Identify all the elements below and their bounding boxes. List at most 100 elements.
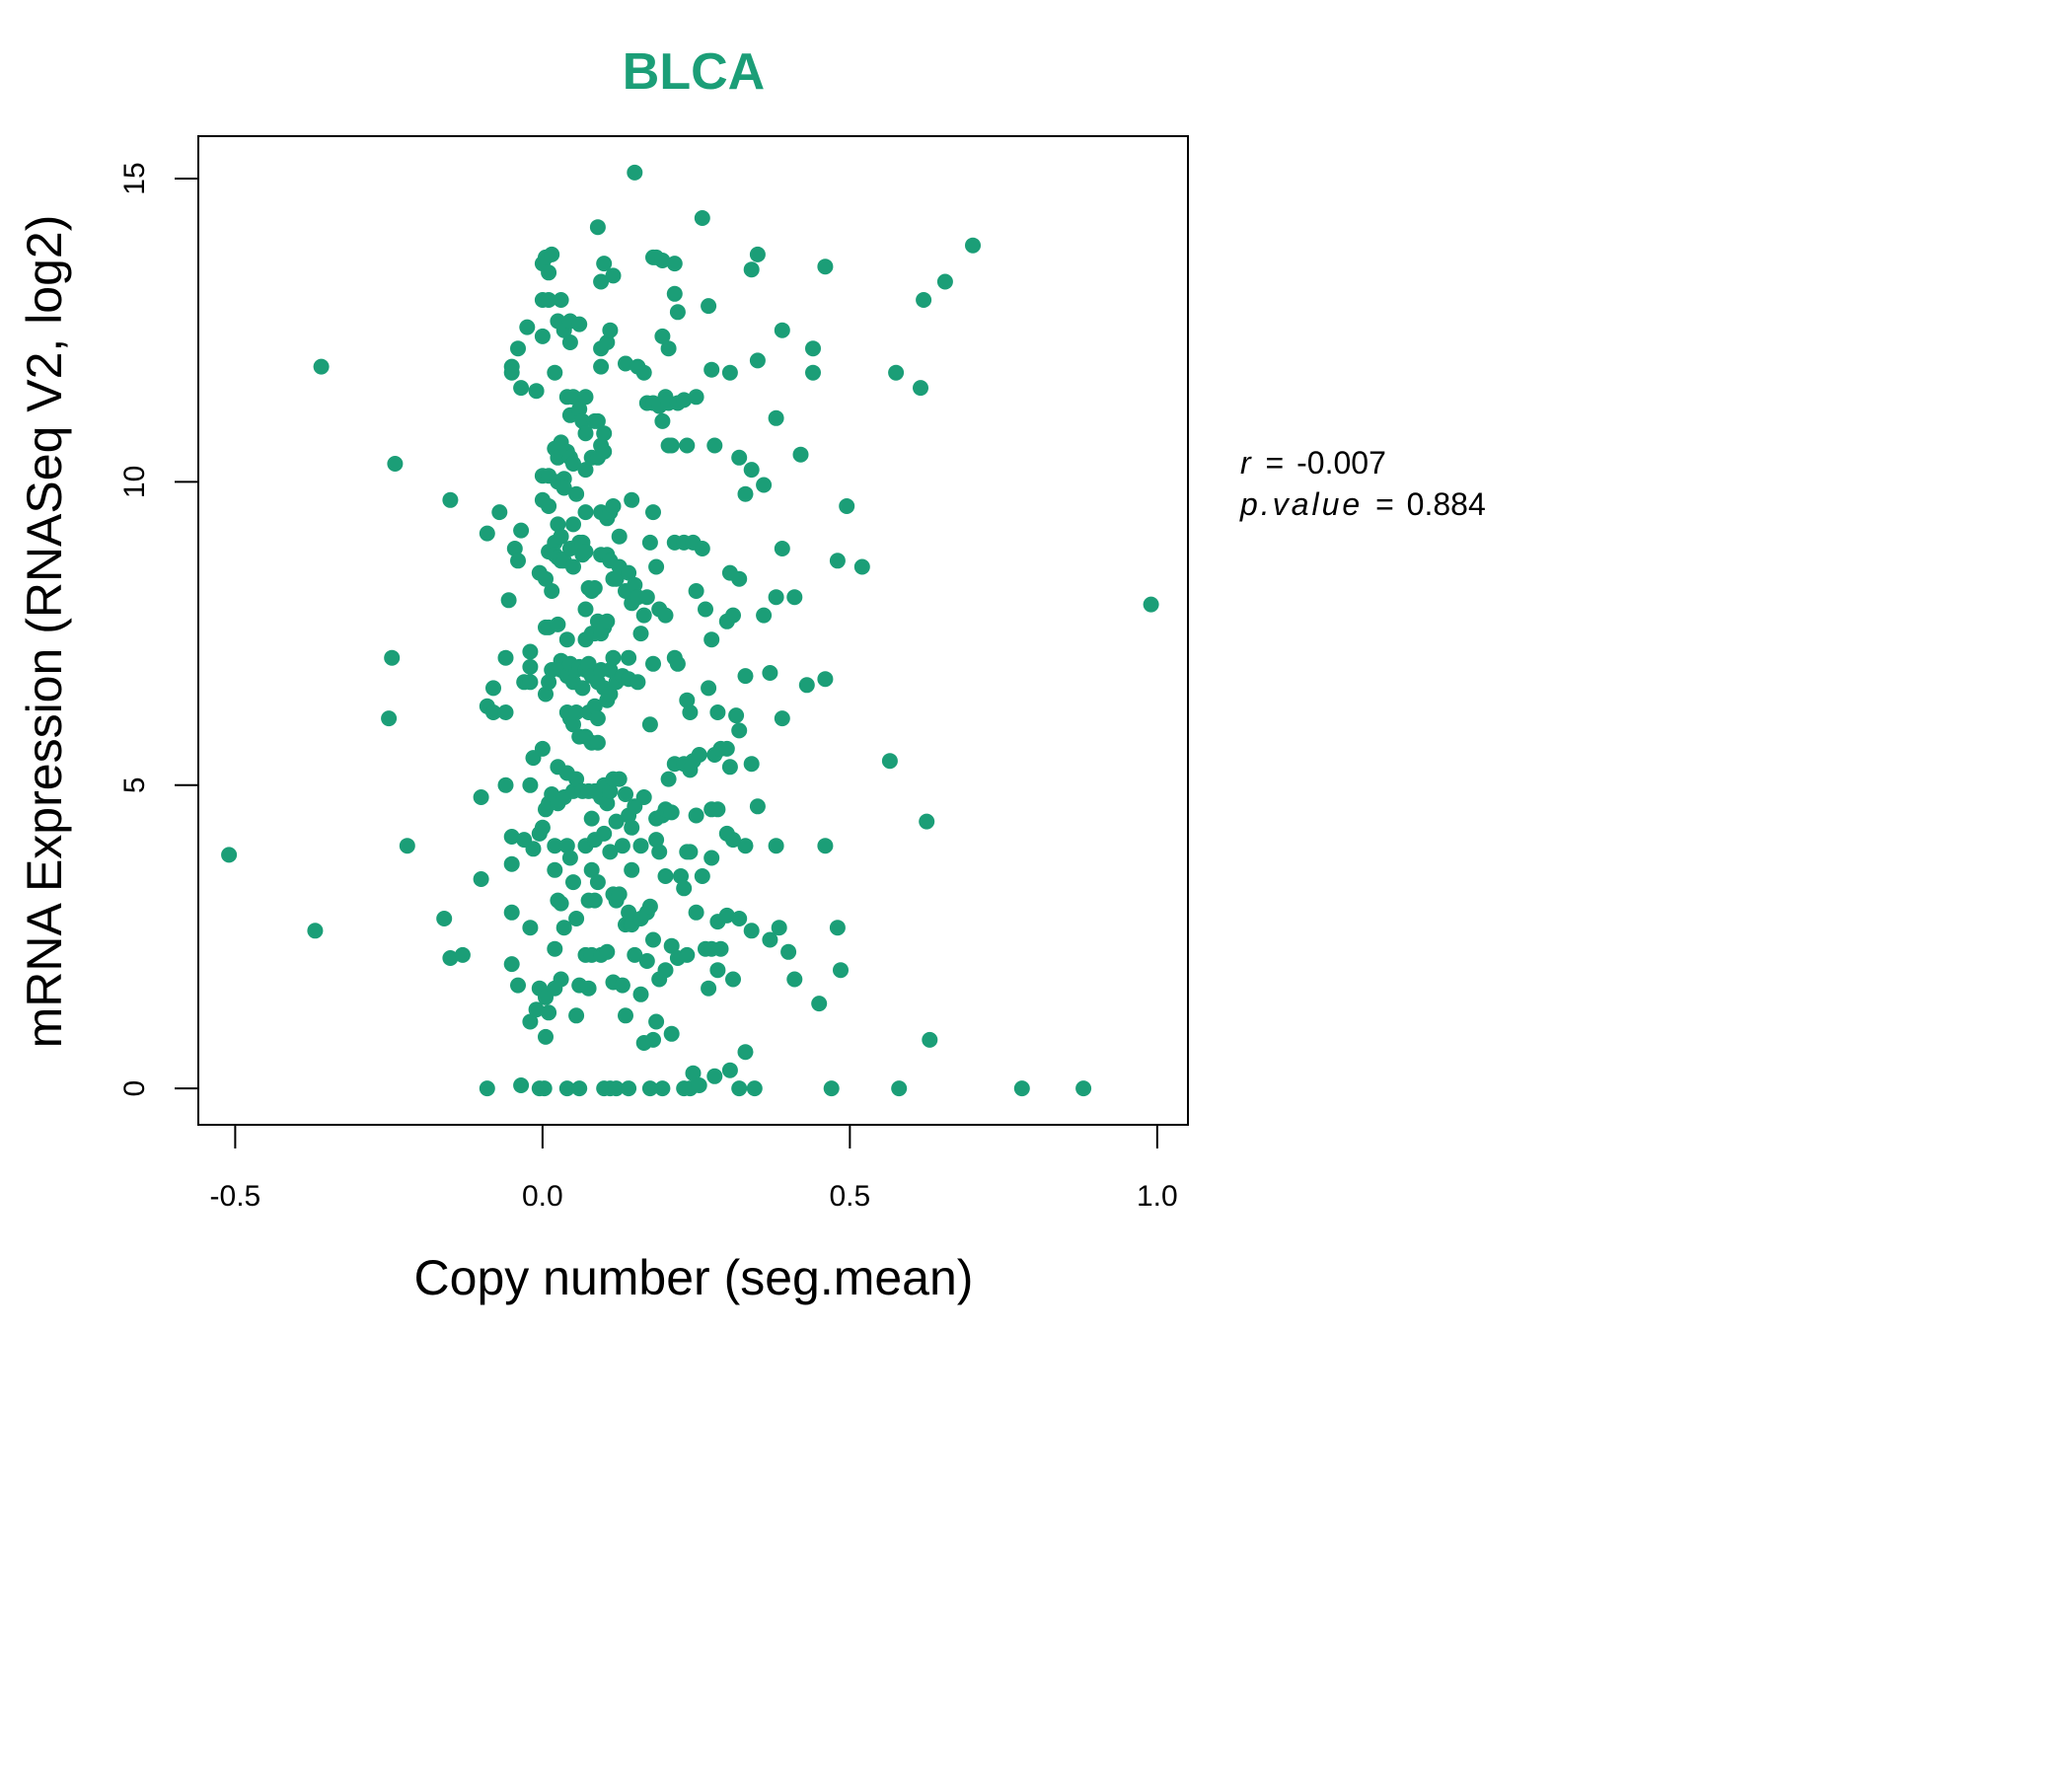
data-point xyxy=(645,1031,661,1048)
x-tick-label: -0.5 xyxy=(210,1180,261,1213)
data-point xyxy=(645,931,661,948)
data-point xyxy=(555,920,572,936)
data-point xyxy=(384,649,401,666)
data-point xyxy=(608,570,625,587)
data-point xyxy=(731,1080,748,1097)
data-point xyxy=(919,813,935,830)
data-point xyxy=(550,516,566,533)
data-point xyxy=(663,1025,680,1042)
data-point xyxy=(608,1080,625,1097)
data-point xyxy=(399,838,415,854)
data-point xyxy=(737,838,754,854)
data-point xyxy=(688,389,704,406)
data-point xyxy=(577,425,594,442)
data-point xyxy=(602,662,619,678)
data-point xyxy=(624,819,640,836)
data-point xyxy=(660,771,677,787)
data-point xyxy=(774,541,790,556)
data-point xyxy=(737,485,754,502)
data-point xyxy=(817,838,834,854)
data-point xyxy=(503,855,520,872)
data-point xyxy=(654,253,671,268)
data-point xyxy=(547,364,563,381)
data-point xyxy=(473,789,489,805)
data-point xyxy=(602,322,619,338)
data-point xyxy=(853,558,870,575)
data-point xyxy=(666,256,683,272)
data-point xyxy=(442,491,459,508)
data-point xyxy=(771,920,787,936)
data-point xyxy=(534,328,551,344)
data-point xyxy=(547,838,563,854)
data-point xyxy=(503,904,520,921)
data-point xyxy=(565,516,581,533)
data-point xyxy=(682,704,699,720)
data-point xyxy=(701,980,717,997)
data-point xyxy=(691,747,707,763)
data-point xyxy=(485,704,501,720)
data-point xyxy=(497,649,514,666)
data-point xyxy=(479,525,495,542)
data-point xyxy=(522,658,539,675)
data-point xyxy=(712,940,729,957)
data-point xyxy=(676,880,693,897)
data-point xyxy=(624,491,640,508)
data-point xyxy=(519,319,536,335)
data-point xyxy=(580,980,597,997)
data-point xyxy=(503,956,520,973)
data-point xyxy=(611,528,628,545)
data-point xyxy=(586,580,603,596)
data-point xyxy=(833,962,849,979)
data-point xyxy=(679,692,696,708)
data-point xyxy=(635,364,652,381)
data-point xyxy=(611,771,628,787)
data-point xyxy=(599,795,616,812)
y-tick-label: 0 xyxy=(118,1080,151,1097)
data-point xyxy=(565,456,581,472)
data-point xyxy=(307,923,324,939)
data-point xyxy=(805,340,821,357)
data-point xyxy=(749,246,766,262)
data-point xyxy=(641,716,658,733)
data-point xyxy=(823,1080,840,1097)
data-point xyxy=(627,576,643,593)
data-point xyxy=(599,613,616,629)
data-point xyxy=(538,686,554,703)
data-point xyxy=(629,674,646,691)
data-point xyxy=(614,838,630,854)
data-point xyxy=(703,361,720,378)
data-point xyxy=(605,649,622,666)
data-point xyxy=(602,782,619,799)
data-point xyxy=(547,940,563,957)
data-point xyxy=(688,807,704,824)
data-point xyxy=(632,626,649,642)
data-point xyxy=(473,871,489,887)
r-label: r xyxy=(1240,445,1252,481)
data-point xyxy=(679,946,696,963)
data-point xyxy=(577,504,594,521)
data-point xyxy=(1143,596,1159,613)
data-point xyxy=(522,920,539,936)
data-point xyxy=(774,322,790,338)
data-point xyxy=(618,355,633,372)
data-point xyxy=(780,943,797,960)
data-point xyxy=(731,911,748,926)
data-point xyxy=(669,304,686,321)
data-point xyxy=(1075,1080,1092,1097)
data-point xyxy=(596,443,613,460)
data-point xyxy=(541,264,557,281)
data-points xyxy=(221,164,1159,1097)
x-tick-label: 0.5 xyxy=(830,1180,871,1213)
data-point xyxy=(805,364,821,381)
data-point xyxy=(491,504,508,521)
data-point xyxy=(596,425,613,442)
data-point xyxy=(676,392,693,408)
data-point xyxy=(565,558,581,575)
data-point xyxy=(694,210,710,226)
data-point xyxy=(660,340,677,357)
data-point xyxy=(737,668,754,685)
data-point xyxy=(817,259,834,275)
data-point xyxy=(605,267,622,284)
svg-text:r = -0.007: r = -0.007 xyxy=(1240,445,1386,481)
scatter-chart: BLCA -0.5 0.0 0.5 1.0 0 5 10 15 Copy number (s… xyxy=(17,43,1486,1305)
